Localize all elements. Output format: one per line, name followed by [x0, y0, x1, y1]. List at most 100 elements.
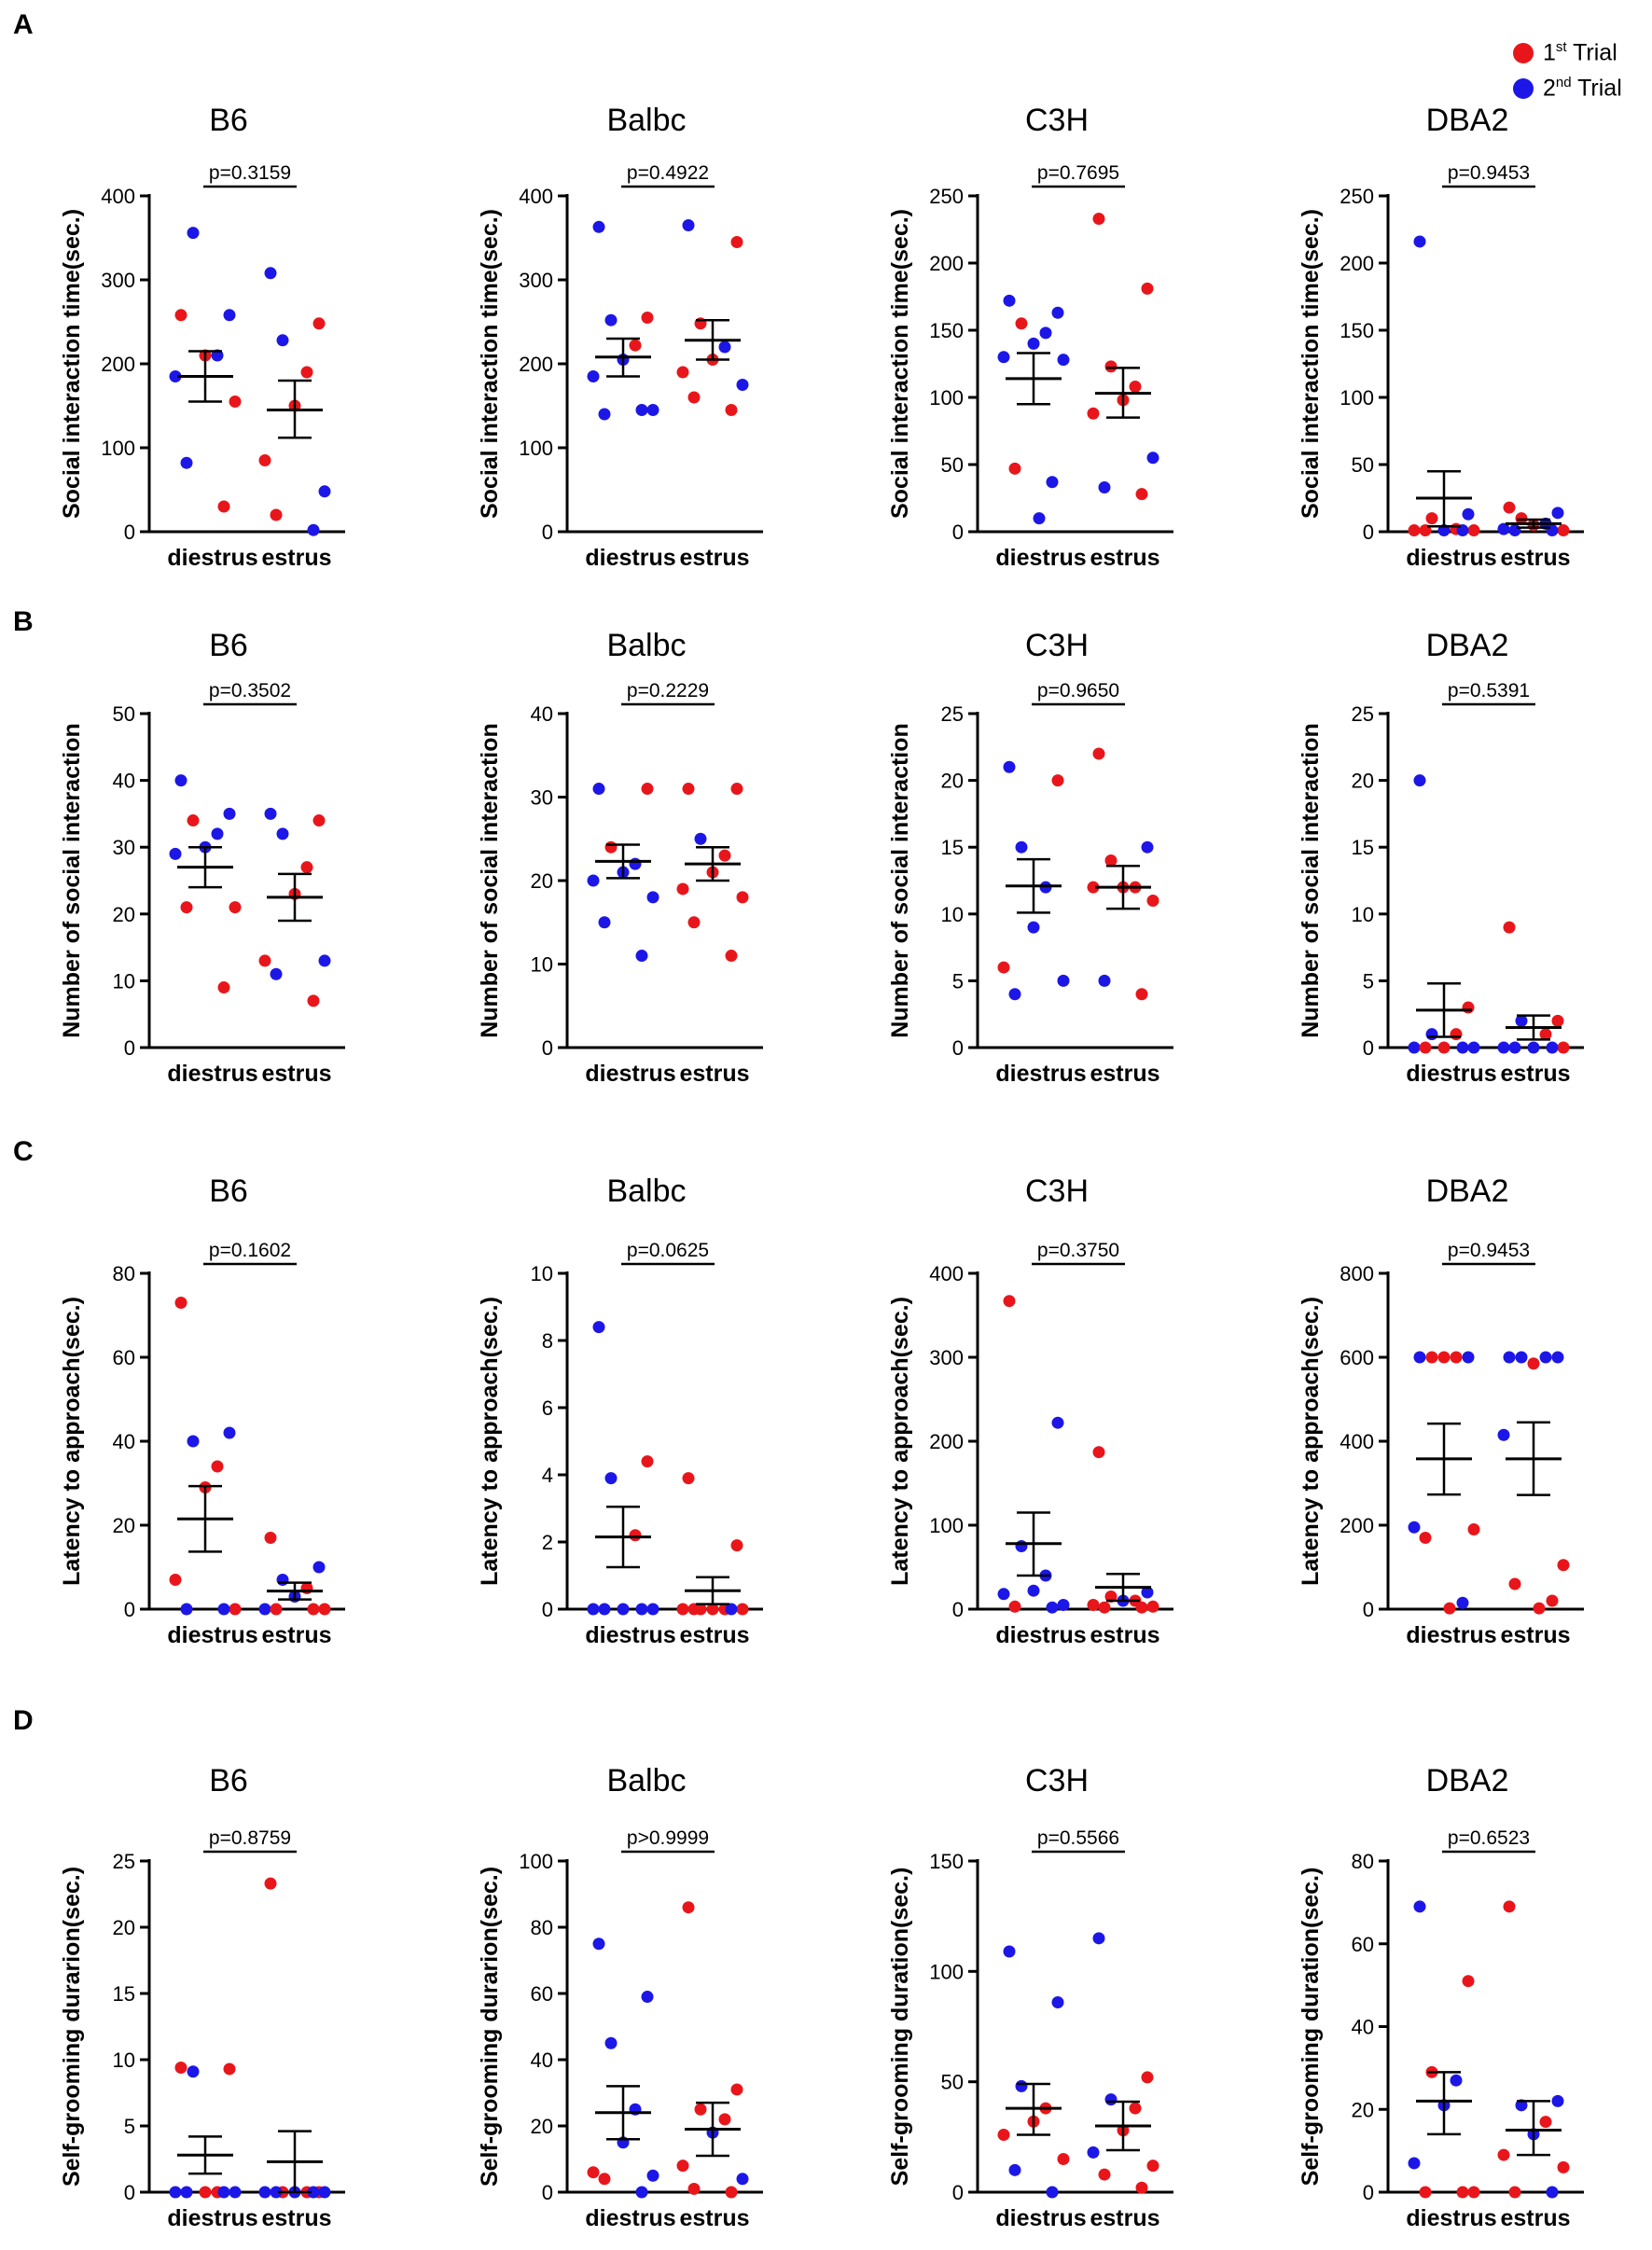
chart-c-c3h-estrus-point: [1087, 1599, 1100, 1611]
chart-d-dba2-ytick-label: 20: [1352, 2098, 1374, 2121]
chart-a-b6-diestrus-point: [223, 309, 236, 322]
chart-b-dba2-estrus-point: [1503, 921, 1516, 934]
chart-b-c3h-estrus-point: [1098, 974, 1111, 987]
chart-c-b6-diestrus-point: [174, 1297, 187, 1309]
chart-a-c3h-xlabel-diestrus: diestrus: [995, 545, 1086, 571]
chart-c-dba2-diestrus-point: [1408, 1521, 1421, 1534]
chart-a-c3h-ytick-label: 150: [929, 319, 964, 342]
chart-c-balbc-ylabel: Latency to approach(sec.): [477, 1297, 503, 1586]
chart-a-balbc-diestrus-point: [592, 220, 605, 233]
chart-c-balbc-diestrus-point: [629, 1529, 642, 1542]
chart-b-b6-title: B6: [209, 628, 248, 663]
chart-a-b6-estrus-point: [300, 366, 313, 379]
chart-a-b6-diestrus-point: [174, 309, 187, 322]
chart-a-balbc-diestrus-point: [641, 312, 654, 324]
chart-a-balbc-diestrus-point: [646, 404, 659, 416]
chart-d-balbc-estrus-point: [725, 2186, 738, 2199]
chart-c-b6-diestrus-point: [229, 1603, 242, 1616]
chart-c-balbc-pvalue: p=0.0625: [627, 1240, 709, 1261]
chart-a-c3h-estrus-point: [1129, 380, 1142, 393]
chart-b-balbc-diestrus-point: [646, 891, 659, 904]
chart-c-dba2-estrus-point: [1546, 1594, 1559, 1607]
chart-a-b6-ytick-label: 300: [101, 269, 135, 292]
panel-letter-c: C: [13, 1136, 34, 1167]
chart-b-dba2-diestrus-point: [1413, 774, 1426, 787]
chart-d-b6-estrus-point: [258, 2186, 271, 2199]
chart-c-dba2-estrus-point: [1539, 1351, 1552, 1364]
chart-b-dba2-estrus-point: [1539, 1028, 1552, 1041]
chart-b-b6-estrus-point: [307, 994, 320, 1007]
chart-c-dba2-diestrus-point: [1413, 1351, 1426, 1364]
chart-b-balbc-diestrus-point: [592, 783, 605, 796]
chart-d-balbc-ytick-label: 20: [531, 2115, 553, 2138]
chart-d-c3h-ytick-label: 50: [941, 2071, 964, 2094]
chart-b-c3h-ytick-label: 15: [941, 836, 964, 859]
chart-c-balbc-diestrus-point: [646, 1603, 659, 1616]
chart-d-b6-diestrus-point: [187, 2065, 200, 2078]
chart-d-b6-diestrus-point: [199, 2186, 212, 2199]
chart-b-dba2-diestrus-point: [1425, 1028, 1438, 1041]
chart-b-balbc-ytick-label: 40: [531, 702, 553, 726]
chart-d-b6-diestrus-point: [223, 2062, 236, 2076]
chart-a-c3h-title: C3H: [1025, 103, 1089, 138]
chart-b-b6-diestrus-point: [174, 774, 187, 787]
chart-c-c3h-xlabel-diestrus: diestrus: [995, 1622, 1086, 1648]
legend-item-trial2: 2nd Trial: [1513, 71, 1622, 106]
chart-b-b6-xlabel-diestrus: diestrus: [167, 1061, 257, 1087]
chart-d-c3h-xlabel-estrus: estrus: [1090, 2205, 1159, 2231]
chart-a-balbc-estrus-point: [736, 379, 749, 391]
chart-d-balbc-ylabel: Self-grooming durarion(sec.): [477, 1867, 503, 2187]
chart-a-c3h-ytick-label: 100: [929, 386, 964, 410]
chart-b-b6-estrus-point: [300, 861, 313, 874]
chart-b-dba2-ylabel: Number of social interaction: [1298, 723, 1324, 1038]
chart-a-b6-ytick-label: 100: [101, 437, 135, 460]
chart-c-balbc-ytick-label: 0: [542, 1598, 553, 1621]
chart-d-dba2-pvalue: p=0.6523: [1448, 1827, 1530, 1849]
chart-a-c3h-ytick-label: 0: [952, 521, 964, 544]
chart-c-c3h-estrus-point: [1135, 1601, 1148, 1614]
chart-c-b6-estrus-point: [270, 1603, 283, 1616]
chart-b-dba2-diestrus-point: [1408, 1041, 1421, 1054]
chart-d-dba2-diestrus-point: [1450, 2074, 1463, 2087]
chart-b-c3h-ylabel: Number of social interaction: [887, 723, 913, 1038]
chart-b-b6-ytick-label: 40: [113, 770, 135, 793]
chart-c-dba2-estrus-point: [1533, 1602, 1546, 1615]
chart-a-dba2-estrus-point: [1503, 501, 1516, 514]
chart-b-balbc-estrus-point: [730, 783, 743, 796]
chart-d-b6-pvalue: p=0.8759: [209, 1827, 291, 1849]
chart-d-balbc-estrus-point: [694, 2103, 707, 2116]
chart-d-dba2-diestrus-point: [1467, 2186, 1480, 2199]
chart-c-b6-estrus-point: [312, 1561, 326, 1574]
chart-d-b6-estrus-point: [264, 1877, 277, 1890]
chart-d-b6-estrus-point: [318, 2186, 331, 2199]
chart-b-c3h-estrus-point: [1087, 881, 1100, 894]
chart-b-c3h-ytick-label: 5: [952, 969, 964, 993]
chart-c-dba2-ytick-label: 800: [1340, 1262, 1374, 1285]
chart-d-balbc-ytick-label: 80: [531, 1916, 553, 1939]
panel-letter-d: D: [13, 1705, 34, 1736]
chart-a-c3h-estrus-point: [1104, 360, 1118, 373]
chart-a-balbc-ytick-label: 300: [519, 269, 553, 292]
chart-a-balbc-ytick-label: 0: [542, 521, 553, 544]
chart-b-c3h-xlabel-estrus: estrus: [1090, 1061, 1159, 1087]
chart-d-balbc-diestrus-point: [604, 2036, 618, 2049]
chart-d-dba2-estrus-point: [1546, 2186, 1559, 2199]
chart-d-c3h-xlabel-diestrus: diestrus: [995, 2205, 1086, 2231]
chart-a-dba2-estrus-point: [1551, 507, 1564, 520]
chart-c-dba2-diestrus-point: [1425, 1351, 1438, 1364]
chart-d-dba2-diestrus-point: [1413, 1900, 1426, 1913]
legend-label-trial2: 2nd Trial: [1543, 75, 1622, 102]
chart-b-c3h-title: C3H: [1025, 628, 1089, 663]
chart-c-c3h-diestrus-point: [1003, 1295, 1016, 1308]
chart-b-c3h-ytick-label: 25: [941, 702, 964, 726]
chart-c-balbc-diestrus-point: [617, 1603, 630, 1616]
chart-c-balbc-ytick-label: 8: [542, 1329, 553, 1353]
chart-c-c3h-diestrus-point: [1015, 1540, 1028, 1552]
chart-a-c3h-diestrus-point: [1057, 354, 1070, 367]
chart-b-b6-ytick-label: 0: [124, 1036, 135, 1060]
chart-a-c3h-xlabel-estrus: estrus: [1090, 545, 1159, 571]
chart-a-c3h-estrus-point: [1146, 451, 1159, 465]
chart-b-balbc-diestrus-point: [629, 857, 642, 870]
chart-c-dba2-diestrus-point: [1443, 1602, 1456, 1615]
chart-b-c3h-diestrus-point: [1008, 988, 1021, 1001]
